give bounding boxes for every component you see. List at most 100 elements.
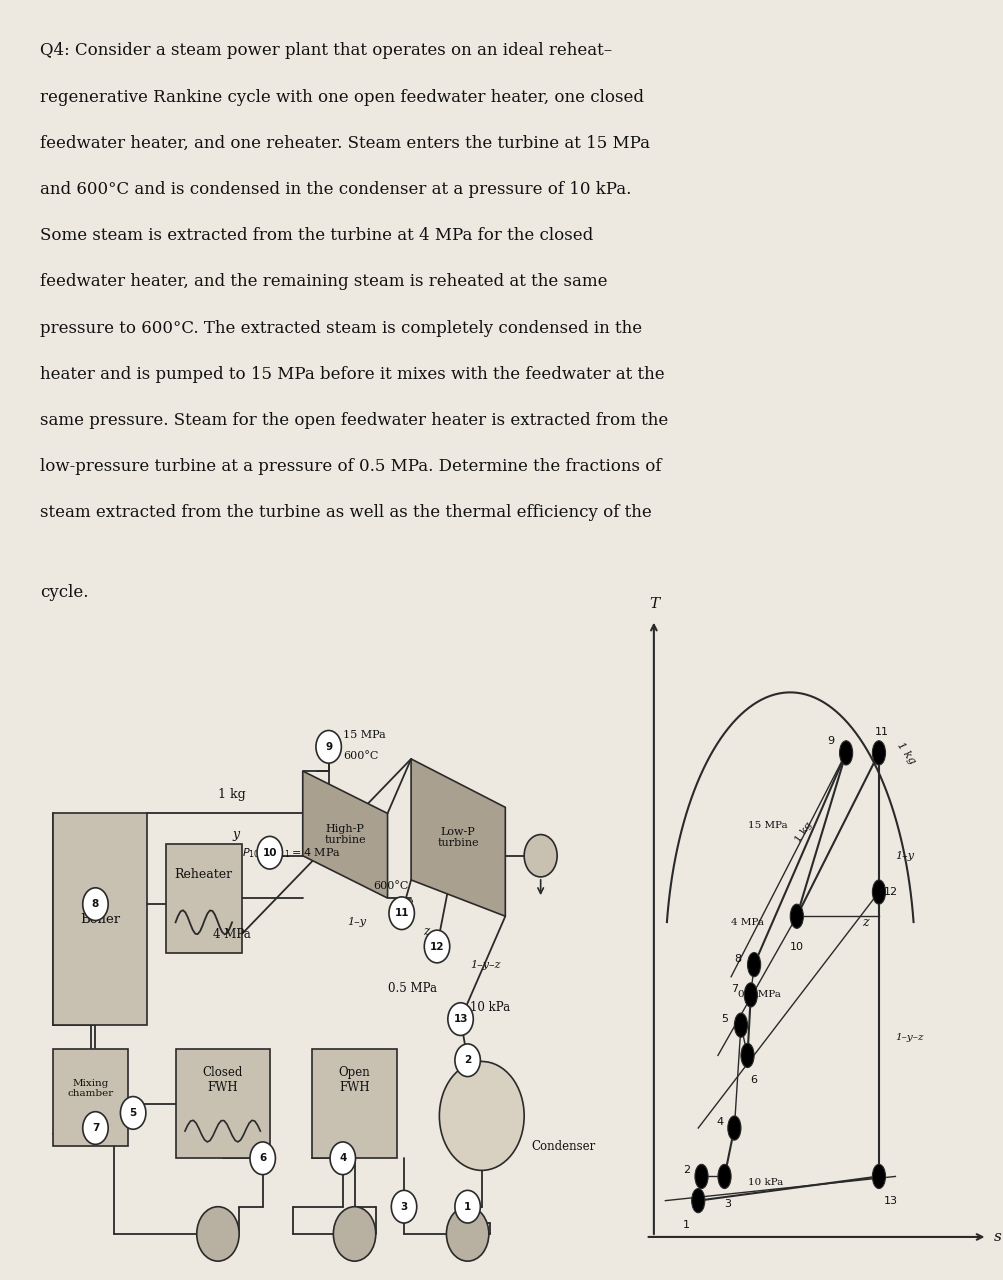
- Text: 4: 4: [715, 1117, 722, 1126]
- Text: 3: 3: [400, 1202, 407, 1212]
- Text: s: s: [993, 1230, 1001, 1244]
- Text: z: z: [862, 915, 869, 929]
- Text: heater and is pumped to 15 MPa before it mixes with the feedwater at the: heater and is pumped to 15 MPa before it…: [40, 366, 664, 383]
- Text: 0.5 MPa: 0.5 MPa: [737, 991, 779, 1000]
- Text: 6: 6: [750, 1075, 757, 1084]
- Text: 10 kPa: 10 kPa: [469, 1001, 510, 1014]
- Text: 1–y–z: 1–y–z: [469, 960, 499, 970]
- Text: 10 kPa: 10 kPa: [747, 1178, 782, 1187]
- Circle shape: [391, 1190, 416, 1222]
- Text: 2: 2: [406, 899, 413, 909]
- Circle shape: [197, 1207, 239, 1261]
- Text: 6: 6: [259, 1153, 266, 1164]
- Circle shape: [789, 904, 802, 928]
- Text: 9: 9: [325, 742, 332, 751]
- Text: feedwater heater, and the remaining steam is reheated at the same: feedwater heater, and the remaining stea…: [40, 274, 607, 291]
- Circle shape: [691, 1189, 704, 1212]
- Circle shape: [120, 1097, 145, 1129]
- Text: $P_{10}=P_{11}=4$ MPa: $P_{10}=P_{11}=4$ MPa: [242, 846, 340, 860]
- Text: z: z: [422, 925, 428, 938]
- Text: 600°C: 600°C: [373, 881, 408, 891]
- Text: feedwater heater, and one reheater. Steam enters the turbine at 15 MPa: feedwater heater, and one reheater. Stea…: [40, 134, 650, 152]
- Text: same pressure. Steam for the open feedwater heater is extracted from the: same pressure. Steam for the open feedwa…: [40, 412, 668, 429]
- Circle shape: [333, 1207, 375, 1261]
- Circle shape: [717, 1165, 730, 1189]
- Text: 1 kg: 1 kg: [895, 740, 917, 765]
- Text: steam extracted from the turbine as well as the thermal efficiency of the: steam extracted from the turbine as well…: [40, 504, 651, 521]
- Circle shape: [257, 836, 282, 869]
- Text: 1–y: 1–y: [895, 851, 914, 860]
- Text: cycle.: cycle.: [40, 584, 88, 602]
- Text: 600°C: 600°C: [342, 751, 378, 760]
- Text: Q4: Consider a steam power plant that operates on an ideal reheat–: Q4: Consider a steam power plant that op…: [40, 42, 612, 59]
- Text: High-P
turbine: High-P turbine: [324, 824, 365, 845]
- Text: 9: 9: [826, 736, 834, 746]
- Text: regenerative Rankine cycle with one open feedwater heater, one closed: regenerative Rankine cycle with one open…: [40, 88, 644, 106]
- Circle shape: [82, 1112, 108, 1144]
- Circle shape: [872, 1165, 885, 1189]
- Text: 11: 11: [875, 727, 889, 737]
- Text: T: T: [648, 596, 658, 611]
- Text: 0.5 MPa: 0.5 MPa: [387, 982, 436, 996]
- Circle shape: [454, 1190, 479, 1222]
- Text: 1: 1: [463, 1202, 470, 1212]
- Text: Open
FWH: Open FWH: [338, 1066, 370, 1094]
- Text: 8: 8: [733, 954, 740, 964]
- Circle shape: [694, 1165, 707, 1189]
- Bar: [53, 1050, 128, 1146]
- Text: 7: 7: [730, 984, 737, 993]
- Circle shape: [447, 1002, 472, 1036]
- Text: low-pressure turbine at a pressure of 0.5 MPa. Determine the fractions of: low-pressure turbine at a pressure of 0.…: [40, 458, 661, 475]
- Text: 10: 10: [789, 942, 803, 951]
- Text: Some steam is extracted from the turbine at 4 MPa for the closed: Some steam is extracted from the turbine…: [40, 228, 593, 244]
- Text: 11: 11: [394, 909, 408, 918]
- Text: 1–y–z: 1–y–z: [895, 1033, 923, 1042]
- Text: and 600°C and is condensed in the condenser at a pressure of 10 kPa.: and 600°C and is condensed in the conden…: [40, 180, 631, 198]
- Text: pressure to 600°C. The extracted steam is completely condensed in the: pressure to 600°C. The extracted steam i…: [40, 320, 642, 337]
- Circle shape: [740, 1043, 753, 1068]
- Circle shape: [82, 888, 108, 920]
- Text: 8: 8: [91, 899, 99, 909]
- Bar: [53, 813, 147, 1025]
- Text: 3: 3: [723, 1198, 730, 1208]
- Circle shape: [439, 1061, 524, 1170]
- Circle shape: [424, 931, 449, 963]
- Text: 7: 7: [91, 1123, 99, 1133]
- Text: Low-P
turbine: Low-P turbine: [437, 827, 478, 849]
- Text: 15 MPa: 15 MPa: [747, 820, 786, 829]
- Circle shape: [727, 1116, 740, 1140]
- Text: 13: 13: [453, 1014, 467, 1024]
- Text: Boiler: Boiler: [80, 913, 120, 925]
- Text: 1–y: 1–y: [347, 918, 366, 927]
- Circle shape: [747, 952, 760, 977]
- Circle shape: [872, 741, 885, 765]
- Text: 5: 5: [129, 1108, 136, 1117]
- Bar: [165, 844, 242, 952]
- Text: 1: 1: [683, 1220, 689, 1230]
- Circle shape: [839, 741, 852, 765]
- Circle shape: [733, 1012, 747, 1037]
- Text: y: y: [232, 828, 239, 841]
- Text: 2: 2: [682, 1165, 690, 1175]
- Circle shape: [250, 1142, 275, 1175]
- Text: 4: 4: [339, 1153, 346, 1164]
- Text: 12: 12: [429, 942, 443, 951]
- Text: Condenser: Condenser: [531, 1139, 595, 1153]
- Circle shape: [388, 897, 414, 929]
- Bar: [312, 1050, 396, 1158]
- Circle shape: [446, 1207, 488, 1261]
- Text: 1 kg: 1 kg: [792, 819, 812, 844]
- Text: 1 kg: 1 kg: [218, 788, 246, 801]
- Text: 4 MPa: 4 MPa: [213, 928, 251, 941]
- Circle shape: [316, 731, 341, 763]
- Text: Reheater: Reheater: [175, 868, 233, 881]
- Circle shape: [330, 1142, 355, 1175]
- Text: Closed
FWH: Closed FWH: [203, 1066, 243, 1094]
- Bar: [176, 1050, 270, 1158]
- Text: 13: 13: [883, 1196, 897, 1206]
- Polygon shape: [303, 771, 387, 899]
- Circle shape: [743, 983, 756, 1007]
- Text: 2: 2: [463, 1055, 470, 1065]
- Text: 15 MPa: 15 MPa: [342, 730, 385, 740]
- Text: 12: 12: [883, 887, 897, 897]
